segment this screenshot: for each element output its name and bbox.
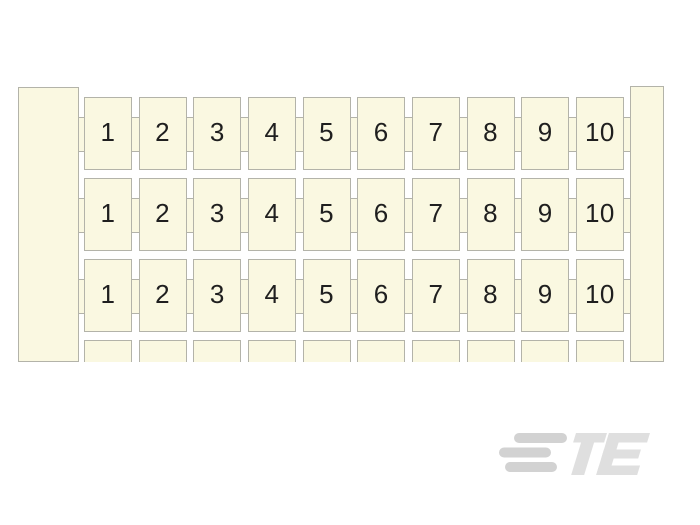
- marker-number: 5: [319, 117, 335, 147]
- marker-number: 7: [428, 279, 444, 309]
- marker-number: 4: [264, 279, 280, 309]
- marker-cell: 5: [302, 178, 351, 251]
- marker-number: 6: [373, 279, 389, 309]
- marker-cell: [138, 340, 187, 362]
- marker-cell: 6: [357, 259, 406, 332]
- marker-number: 1: [100, 117, 116, 147]
- marker-cell: 9: [521, 97, 570, 170]
- marker-cell: 3: [193, 259, 242, 332]
- marker-cell: 7: [411, 259, 460, 332]
- marker-cell: 2: [138, 259, 187, 332]
- marker-number: 9: [537, 198, 553, 228]
- marker-number: 10: [584, 117, 615, 147]
- marker-row: 1 2 3 4 5 6 7 8 9 10: [84, 178, 624, 251]
- marker-number: 5: [319, 279, 335, 309]
- marker-number: 8: [483, 198, 499, 228]
- marker-cell: 6: [357, 97, 406, 170]
- marker-cell: 8: [466, 178, 515, 251]
- marker-cell: [247, 340, 296, 362]
- marker-cell: [84, 340, 132, 362]
- marker-cell: [357, 340, 406, 362]
- te-logo-letters: [571, 433, 650, 475]
- marker-cell: 10: [575, 259, 624, 332]
- te-logo: [499, 433, 650, 475]
- marker-number: 10: [584, 279, 615, 309]
- marker-cell: 6: [357, 178, 406, 251]
- marker-cell: [302, 340, 351, 362]
- marker-number: 10: [584, 198, 615, 228]
- marker-cell: [411, 340, 460, 362]
- marker-number: 2: [155, 117, 171, 147]
- marker-number: 2: [155, 279, 171, 309]
- marker-cell: 3: [193, 97, 242, 170]
- marker-number: 7: [428, 117, 444, 147]
- marker-cell: 1: [84, 259, 132, 332]
- marker-cell: 2: [138, 178, 187, 251]
- marker-cell: 9: [521, 259, 570, 332]
- marker-cell: 4: [247, 178, 296, 251]
- marker-number: 3: [209, 117, 225, 147]
- marker-number: 1: [100, 279, 116, 309]
- marker-cell: [521, 340, 570, 362]
- marker-cell: 4: [247, 97, 296, 170]
- marker-number: 2: [155, 198, 171, 228]
- marker-cell: 8: [466, 259, 515, 332]
- marker-cell: [193, 340, 242, 362]
- marker-number: 7: [428, 198, 444, 228]
- marker-row: 1 2 3 4 5 6 7 8 9 10: [84, 259, 624, 332]
- marker-cell: 9: [521, 178, 570, 251]
- carrier-strip-left: [18, 87, 79, 362]
- marker-cell: 4: [247, 259, 296, 332]
- marker-number: 9: [537, 117, 553, 147]
- marker-number: 3: [209, 198, 225, 228]
- marker-number: 8: [483, 279, 499, 309]
- marker-row: [84, 340, 624, 362]
- marker-cell: 8: [466, 97, 515, 170]
- marker-number: 6: [373, 198, 389, 228]
- marker-number: 6: [373, 117, 389, 147]
- marker-number: 1: [100, 198, 116, 228]
- marker-number: 9: [537, 279, 553, 309]
- marker-number: 5: [319, 198, 335, 228]
- marker-cell: 10: [575, 178, 624, 251]
- marker-number: 8: [483, 117, 499, 147]
- marker-cell: 5: [302, 259, 351, 332]
- marker-number: 4: [264, 117, 280, 147]
- marker-cell: [575, 340, 624, 362]
- marker-cell: 5: [302, 97, 351, 170]
- marker-number: 3: [209, 279, 225, 309]
- te-logo-bars-icon: [499, 433, 567, 472]
- marker-cell: 3: [193, 178, 242, 251]
- marker-cell: 2: [138, 97, 187, 170]
- marker-row: 1 2 3 4 5 6 7 8 9 10: [84, 97, 624, 170]
- marker-cell: 1: [84, 178, 132, 251]
- marker-card-strip: 1 2 3 4 5 6 7 8 9 10 1 2 3 4 5 6 7 8 9 10 1 2 3 4 5 6 7 8 9 10: [18, 86, 664, 362]
- marker-cell: 7: [411, 97, 460, 170]
- marker-cell: 10: [575, 97, 624, 170]
- carrier-strip-right: [630, 86, 664, 362]
- marker-number: 4: [264, 198, 280, 228]
- marker-cell: 1: [84, 97, 132, 170]
- marker-cell: 7: [411, 178, 460, 251]
- marker-cell: [466, 340, 515, 362]
